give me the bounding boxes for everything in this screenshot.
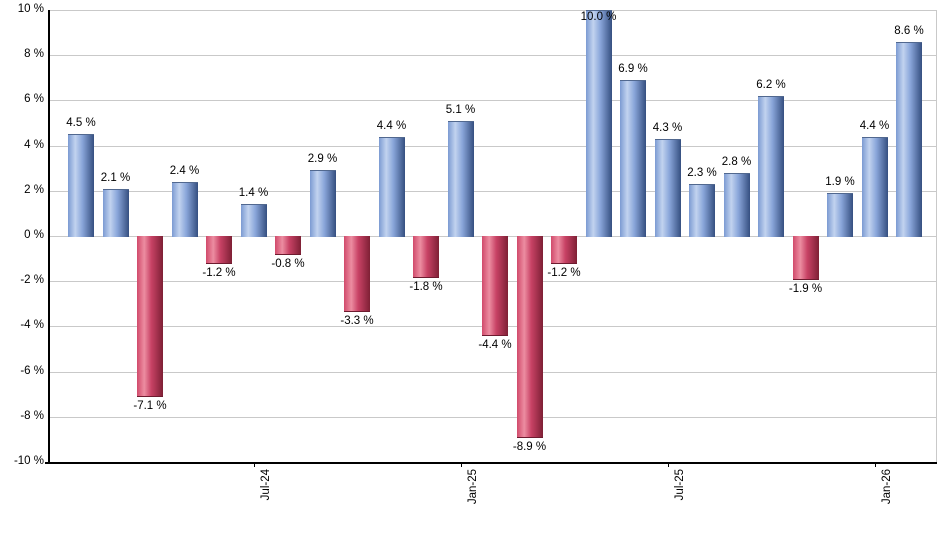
bar-value-label: 8.6 % (894, 24, 924, 37)
bar-Aug-25 (689, 184, 715, 237)
bar-value-label: 5.1 % (445, 103, 476, 116)
y-axis-tick-label: 4 % (24, 138, 44, 151)
bar-value-label: 2.1 % (100, 171, 131, 184)
gridline-10 (49, 10, 937, 11)
bar-Jun-24 (206, 236, 232, 265)
y-axis-line (48, 10, 50, 462)
bar-Apr-24 (137, 236, 163, 398)
bar-value-label: -1.8 % (409, 280, 443, 293)
plot-right-border (936, 10, 937, 462)
gridline--6 (49, 371, 937, 373)
bar-value-label: 6.9 % (618, 63, 648, 76)
x-axis-tick-label: Jan-26 (881, 469, 893, 505)
gridline-2 (49, 190, 937, 192)
bar-Mar-25 (516, 236, 543, 439)
bar-value-label: 10.0 % (580, 11, 617, 23)
bar-value-label: 2.3 % (687, 167, 717, 180)
x-axis-line (45, 462, 937, 464)
y-axis-tick-label: -6 % (20, 364, 44, 377)
bar-value-label: -0.8 % (271, 258, 305, 271)
bar-Mar-24 (102, 188, 129, 237)
bar-Jan-26 (861, 136, 888, 237)
x-axis-tick (667, 462, 669, 467)
y-axis-tick-label: 2 % (24, 183, 44, 196)
bar-Dec-25 (827, 193, 853, 237)
bar-value-label: -1.2 % (202, 267, 236, 280)
bar-value-label: -4.4 % (478, 339, 512, 352)
bar-value-label: 6.2 % (756, 78, 786, 91)
bar-value-label: -1.2 % (547, 267, 581, 280)
gridline--8 (49, 416, 937, 418)
y-axis-tick-label: 0 % (24, 229, 44, 241)
bar-Jun-25 (620, 80, 646, 237)
y-axis-tick-label: 10 % (17, 3, 44, 15)
bar-Feb-25 (482, 236, 508, 337)
bar-Oct-25 (758, 95, 784, 237)
x-axis-tick-label: Jan-25 (467, 469, 479, 505)
bar-Dec-24 (413, 236, 439, 278)
bar-Aug-24 (275, 236, 301, 256)
bar-Jul-25 (654, 138, 681, 237)
bar-value-label: -8.9 % (512, 441, 547, 454)
bar-value-label: 4.3 % (652, 121, 683, 134)
gridline-8 (49, 55, 937, 57)
bar-value-label: 4.4 % (859, 119, 890, 132)
bar-value-label: -1.9 % (788, 282, 823, 295)
bar-value-label: 2.8 % (721, 155, 752, 168)
bar-value-label: 4.4 % (376, 119, 407, 132)
y-axis-tick-label: -10 % (13, 455, 44, 467)
bar-value-label: 2.9 % (307, 153, 338, 166)
bar-Sep-24 (309, 170, 336, 237)
bar-Feb-24 (68, 134, 94, 237)
gridline-6 (49, 100, 937, 102)
bar-Oct-24 (344, 236, 370, 312)
bar-value-label: 4.5 % (66, 117, 96, 130)
y-axis-tick-label: -2 % (20, 274, 44, 287)
y-axis-tick-label: 8 % (24, 48, 44, 61)
gridline-4 (49, 145, 937, 147)
x-axis-tick (253, 462, 255, 467)
bar-Nov-24 (378, 136, 405, 237)
bar-Jan-25 (447, 120, 474, 237)
x-axis-tick (874, 462, 876, 467)
x-axis-tick (460, 462, 462, 467)
bar-May-24 (171, 181, 198, 237)
y-axis-tick-label: 6 % (24, 93, 44, 106)
bar-value-label: 2.4 % (169, 164, 200, 177)
bar-value-label: -7.1 % (133, 400, 167, 413)
bar-Apr-25 (551, 236, 577, 265)
bar-value-label: -3.3 % (340, 314, 374, 327)
bar-Jul-24 (240, 204, 267, 237)
y-axis-tick-label: -4 % (20, 319, 44, 332)
y-axis-tick-label: -8 % (20, 409, 44, 422)
x-axis-tick-label: Jul-24 (260, 469, 272, 501)
bar-May-25 (585, 10, 612, 237)
bar-Nov-25 (792, 236, 819, 280)
bar-value-label: 1.4 % (238, 187, 269, 200)
bar-Sep-25 (723, 172, 750, 237)
x-axis-tick-label: Jul-25 (674, 469, 686, 501)
bar-Feb-26 (896, 41, 922, 237)
bar-value-label: 1.9 % (825, 176, 855, 189)
